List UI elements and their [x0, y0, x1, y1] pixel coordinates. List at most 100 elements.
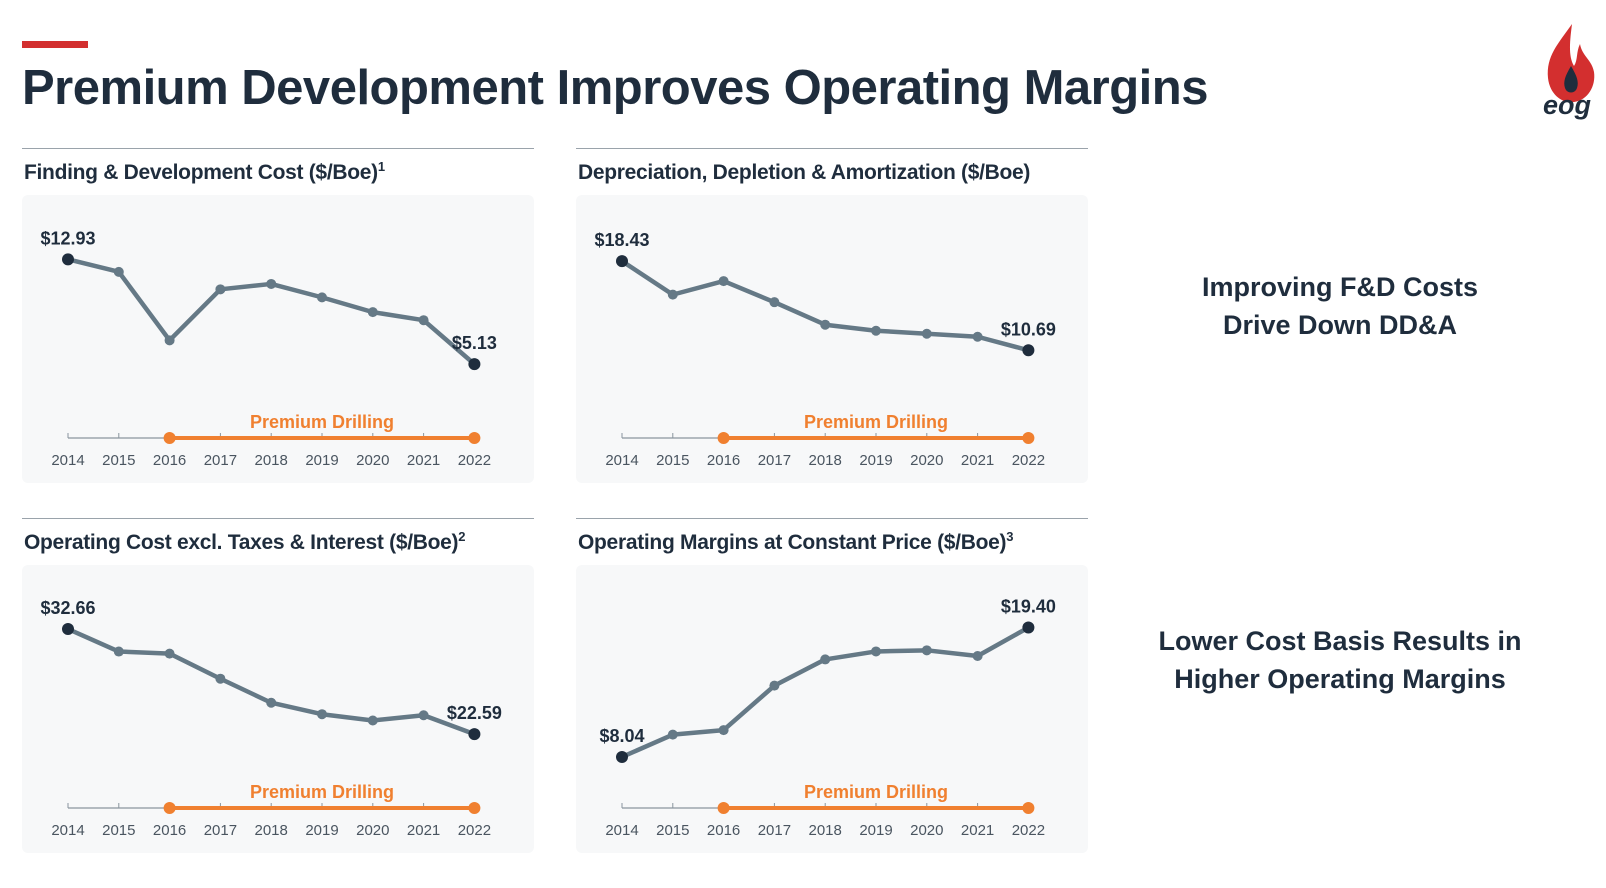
chart-title: Finding & Development Cost ($/Boe)1: [24, 159, 385, 184]
x-tick-label: 2021: [961, 452, 994, 469]
x-tick-label: 2014: [605, 452, 638, 469]
x-tick-label: 2017: [204, 822, 237, 839]
panel-divider: [22, 518, 534, 519]
data-label: $19.40: [1001, 597, 1056, 617]
series-line: [65, 257, 477, 367]
title-accent-bar: [22, 41, 88, 48]
logo-wordmark: eog: [1542, 90, 1591, 120]
data-point: [667, 729, 678, 740]
data-point: [113, 646, 124, 657]
series-line: [619, 258, 1031, 353]
data-point: [1022, 621, 1035, 634]
chart-title: Operating Margins at Constant Price ($/B…: [578, 529, 1014, 554]
data-point: [62, 622, 74, 635]
chart-title: Operating Cost excl. Taxes & Interest ($…: [24, 529, 466, 554]
data-point: [921, 645, 932, 656]
data-point: [468, 358, 481, 371]
x-tick-label: 2015: [656, 452, 689, 469]
data-point: [266, 278, 277, 289]
data-point: [667, 289, 678, 300]
note-operating-margins: Lower Cost Basis Results in Higher Opera…: [1130, 622, 1550, 698]
panel-divider: [576, 148, 1088, 149]
x-tick-label: 2018: [809, 452, 842, 469]
x-tick-label: 2019: [305, 822, 338, 839]
series-line: [65, 626, 477, 737]
x-tick-label: 2018: [255, 452, 288, 469]
data-point: [871, 325, 881, 336]
x-tick-label: 2017: [758, 822, 791, 839]
chart-area: 2014 2015 2016 2017 2018 2019 2020 2021 2022 Prem…: [576, 195, 1088, 483]
data-label: $12.93: [40, 228, 95, 248]
x-tick-label: 2019: [859, 822, 892, 839]
x-tick-label: 2021: [961, 822, 994, 839]
note-fd-costs: Improving F&D Costs Drive Down DD&A: [1130, 268, 1550, 344]
x-tick-label: 2022: [458, 452, 491, 469]
data-point: [62, 253, 74, 266]
note-line: Improving F&D Costs: [1201, 272, 1478, 302]
x-tick-label: 2016: [707, 822, 740, 839]
x-tick-label: 2022: [1012, 452, 1045, 469]
data-point: [418, 315, 429, 326]
x-tick-label: 2018: [809, 822, 842, 839]
panel-divider: [576, 518, 1088, 519]
data-label: $32.66: [40, 598, 95, 618]
data-point: [215, 284, 226, 295]
premium-end-marker: [468, 432, 481, 444]
data-point: [367, 715, 378, 726]
x-tick-label: 2020: [356, 822, 389, 839]
x-tick-label: 2017: [204, 452, 237, 469]
chart-area: 2014 2015 2016 2017 2018 2019 2020 2021 2022 Prem…: [576, 565, 1088, 853]
data-label: $10.69: [1001, 319, 1056, 339]
chart-area: 2014 2015 2016 2017 2018 2019 2020 2021 2022 Prem…: [22, 195, 534, 483]
data-label: $18.43: [594, 230, 649, 250]
x-tick-label: 2014: [51, 822, 84, 839]
x-tick-label: 2018: [255, 822, 288, 839]
x-tick-label: 2022: [458, 822, 491, 839]
premium-start-marker: [163, 432, 176, 444]
data-point: [769, 297, 780, 308]
x-tick-label: 2016: [707, 452, 740, 469]
data-point: [468, 728, 481, 741]
x-tick-label: 2014: [605, 822, 638, 839]
x-tick-label: 2019: [859, 452, 892, 469]
premium-drilling-label: Premium Drilling: [804, 412, 948, 432]
data-point: [820, 319, 831, 330]
data-point: [266, 697, 277, 708]
premium-start-marker: [717, 802, 730, 814]
note-line: Lower Cost Basis Results in: [1158, 626, 1522, 656]
premium-end-marker: [1022, 432, 1035, 444]
premium-drilling-label: Premium Drilling: [804, 782, 948, 802]
data-point: [718, 276, 729, 287]
x-tick-label: 2014: [51, 452, 84, 469]
chart-title: Depreciation, Depletion & Amortization (…: [578, 161, 1031, 184]
x-tick-label: 2015: [102, 452, 135, 469]
note-line: Higher Operating Margins: [1174, 664, 1506, 694]
premium-start-marker: [717, 432, 730, 444]
x-tick-label: 2017: [758, 452, 791, 469]
data-point: [820, 654, 831, 665]
x-tick-label: 2016: [153, 452, 186, 469]
premium-drilling-label: Premium Drilling: [250, 412, 394, 432]
x-tick-label: 2021: [407, 822, 440, 839]
series-line: [619, 625, 1031, 760]
data-point: [972, 331, 983, 342]
x-tick-label: 2019: [305, 452, 338, 469]
chart-area: 2014 2015 2016 2017 2018 2019 2020 2021 2022 Prem…: [22, 565, 534, 853]
data-point: [871, 646, 881, 657]
data-label: $22.59: [447, 703, 502, 723]
data-point: [972, 651, 983, 662]
panel-divider: [22, 148, 534, 149]
data-point: [718, 725, 729, 736]
data-label: $8.04: [599, 726, 644, 746]
premium-start-marker: [163, 802, 176, 814]
data-point: [616, 750, 628, 763]
data-label: $5.13: [452, 333, 497, 353]
premium-drilling-label: Premium Drilling: [250, 782, 394, 802]
x-tick-label: 2020: [910, 452, 943, 469]
data-point: [1022, 344, 1035, 357]
data-point: [921, 328, 932, 339]
data-point: [215, 673, 226, 684]
data-point: [616, 255, 628, 268]
data-point: [317, 292, 327, 303]
data-point: [164, 648, 175, 659]
